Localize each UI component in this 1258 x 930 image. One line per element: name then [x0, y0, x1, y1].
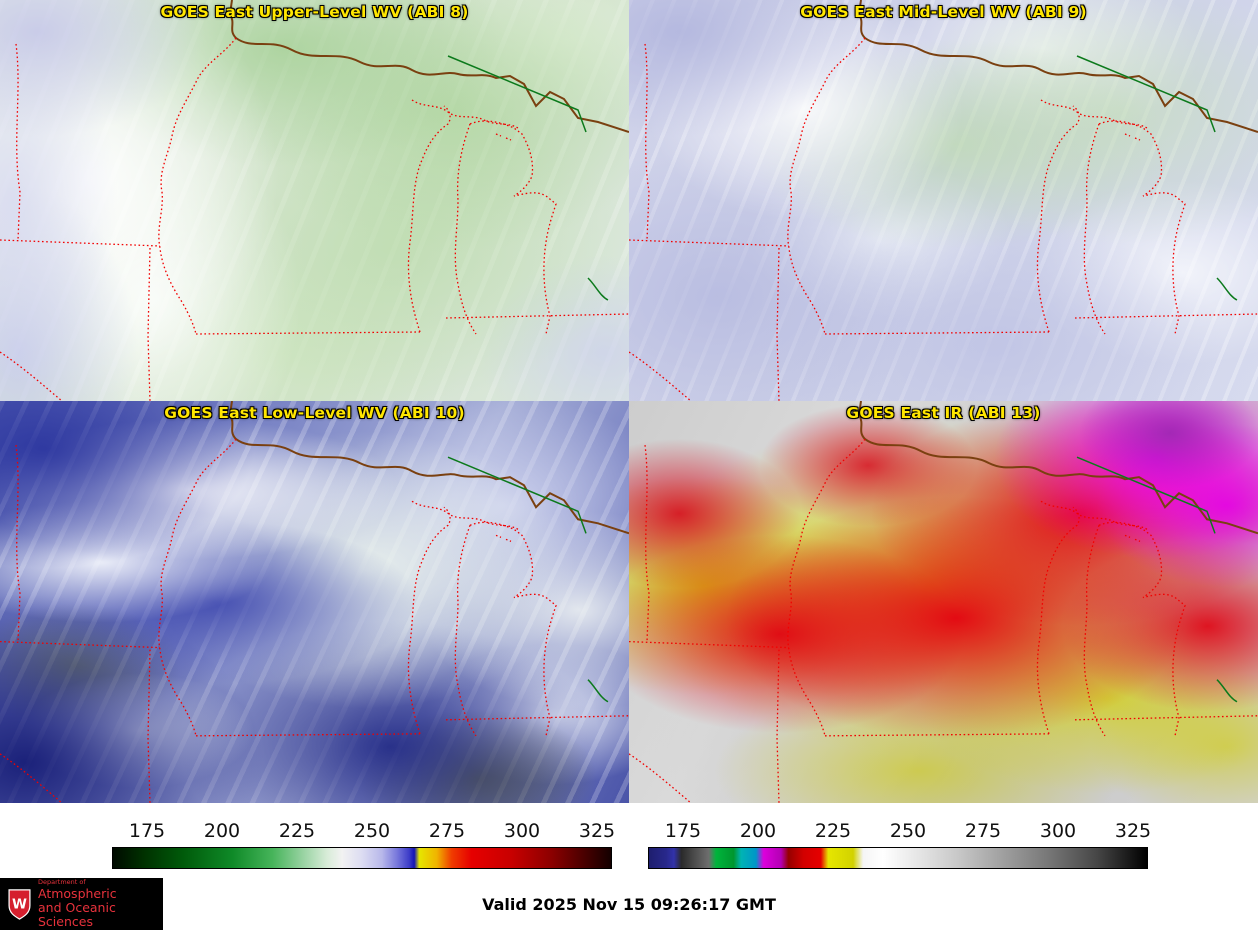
- colorbar-section: 175 200 225 250 275 300 325 175 200 225 …: [0, 803, 1258, 878]
- uw-aos-logo: W Department of Atmospheric and Oceanic …: [0, 878, 163, 930]
- panel-title-abi8: GOES East Upper-Level WV (ABI 8): [160, 3, 469, 21]
- wv-colorbar-tick: 175: [128, 820, 166, 842]
- ir-colorbar-tick: 300: [1039, 820, 1077, 842]
- wv-colorbar-tick: 275: [428, 820, 466, 842]
- panel-title-abi13: GOES East IR (ABI 13): [846, 404, 1041, 422]
- ir-colorbar-tick: 250: [889, 820, 927, 842]
- wv-colorbar: [112, 847, 612, 869]
- logo-oceanic-line: and Oceanic Sciences: [38, 900, 116, 929]
- wv-colorbar-tick: 300: [503, 820, 541, 842]
- uw-crest-icon: W: [8, 888, 31, 920]
- wv-colorbar-tick: 250: [353, 820, 391, 842]
- ir-colorbar-tick: 225: [814, 820, 852, 842]
- panel-mid-level-wv: GOES East Mid-Level WV (ABI 9): [629, 0, 1258, 401]
- crest-letter: W: [12, 896, 27, 912]
- wv-colorbar-tick: 225: [278, 820, 316, 842]
- state-borders-map: [629, 0, 1258, 401]
- panel-upper-level-wv: GOES East Upper-Level WV (ABI 8): [0, 0, 629, 401]
- ir-colorbar-tick: 200: [739, 820, 777, 842]
- panel-low-level-wv: GOES East Low-Level WV (ABI 10): [0, 401, 629, 803]
- ir-colorbar: [648, 847, 1148, 869]
- ir-colorbar-tick: 175: [664, 820, 702, 842]
- state-borders-map: [0, 0, 629, 401]
- logo-dept-line: Department of: [38, 878, 86, 887]
- panel-title-abi10: GOES East Low-Level WV (ABI 10): [164, 404, 465, 422]
- footer: Valid 2025 Nov 15 09:26:17 GMT W Departm…: [0, 878, 1258, 930]
- wv-colorbar-tick: 325: [578, 820, 616, 842]
- ir-colorbar-tick: 325: [1114, 820, 1152, 842]
- panel-title-abi9: GOES East Mid-Level WV (ABI 9): [800, 3, 1087, 21]
- state-borders-map: [629, 401, 1258, 803]
- logo-text: Department of Atmospheric and Oceanic Sc…: [38, 878, 156, 929]
- state-borders-map: [0, 401, 629, 803]
- panel-grid: GOES East Upper-Level WV (ABI 8) GOES Ea…: [0, 0, 1258, 803]
- panel-ir: GOES East IR (ABI 13): [629, 401, 1258, 803]
- wv-colorbar-tick: 200: [203, 820, 241, 842]
- valid-time: Valid 2025 Nov 15 09:26:17 GMT: [482, 894, 776, 914]
- logo-atmospheric-line: Atmospheric: [38, 886, 117, 902]
- ir-colorbar-tick: 275: [964, 820, 1002, 842]
